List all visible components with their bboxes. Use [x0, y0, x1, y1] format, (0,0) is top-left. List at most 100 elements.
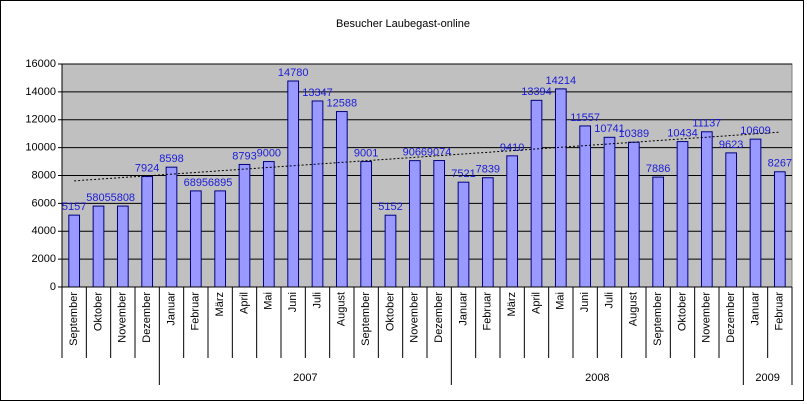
x-tick-label: Dezember [141, 292, 153, 343]
value-label: 7886 [646, 163, 670, 175]
bar [457, 181, 470, 288]
value-label: 8267 [768, 158, 792, 170]
value-label: 14780 [278, 67, 309, 79]
bar [262, 161, 275, 288]
value-label: 14214 [546, 75, 577, 87]
x-tick-label: Januar [749, 292, 761, 326]
bar [627, 141, 640, 288]
x-tick-label: März [214, 292, 226, 316]
value-label: 9001 [354, 147, 378, 159]
bar [238, 163, 251, 288]
bar [287, 80, 300, 288]
value-label: 6895 [208, 177, 232, 189]
bar [530, 99, 543, 288]
value-label: 8793 [232, 150, 256, 162]
value-label: 7924 [135, 162, 159, 174]
x-tick-label: Februar [190, 292, 202, 331]
bar [554, 88, 567, 288]
x-tick-label: Juni [287, 292, 299, 312]
bar [749, 138, 762, 288]
x-tick-label: Juli [603, 292, 615, 309]
bar [506, 155, 519, 288]
x-tick-label: Juni [579, 292, 591, 312]
bar [116, 205, 129, 288]
x-tick-label: Februar [482, 292, 494, 331]
x-tick-label: November [701, 292, 713, 343]
value-label: 9000 [257, 147, 281, 159]
bar [700, 131, 713, 288]
value-label: 12588 [327, 97, 358, 109]
y-tick-label: 12000 [25, 114, 56, 126]
bar [773, 171, 786, 288]
x-tick-label: Februar [774, 292, 786, 331]
value-label: 10741 [594, 123, 625, 135]
x-tick-label: Dezember [725, 292, 737, 343]
value-label: 10434 [667, 127, 698, 139]
value-label: 5157 [62, 201, 86, 213]
bar [92, 205, 105, 288]
y-tick-label: 6000 [32, 197, 56, 209]
bar [603, 136, 616, 288]
value-label: 8598 [159, 153, 183, 165]
bar [384, 214, 397, 288]
year-label: 2007 [293, 372, 317, 384]
value-label: 9066 [403, 147, 427, 159]
x-tick-label: August [628, 292, 640, 326]
value-label: 7839 [476, 164, 500, 176]
bar [335, 111, 348, 288]
value-label: 9074 [427, 146, 451, 158]
year-label: 2008 [585, 372, 609, 384]
value-label: 11557 [570, 112, 600, 124]
x-tick-label: Mai [555, 292, 567, 310]
bar [408, 160, 421, 288]
x-tick-label: August [336, 292, 348, 326]
value-label: 5805 [86, 192, 110, 204]
value-label: 13347 [302, 87, 333, 99]
value-label: 10389 [619, 128, 650, 140]
y-tick-label: 2000 [32, 253, 56, 265]
bar [360, 161, 373, 288]
bar [481, 177, 494, 288]
bar [579, 125, 592, 288]
value-label: 10609 [740, 125, 771, 137]
x-tick-label: April [238, 292, 250, 314]
bar [214, 190, 227, 288]
bar [652, 176, 665, 288]
x-tick-label: Mai [263, 292, 275, 310]
bar [676, 141, 689, 288]
value-label: 5152 [378, 201, 402, 213]
chart-title: Besucher Laubegast-online [336, 18, 470, 30]
bar [725, 152, 738, 288]
y-tick-label: 8000 [32, 169, 56, 181]
value-label: 9410 [500, 142, 524, 154]
value-label: 6895 [184, 177, 208, 189]
y-tick-label: 16000 [25, 58, 56, 70]
year-label: 2009 [755, 372, 779, 384]
value-label: 9623 [719, 139, 743, 151]
bar [165, 166, 178, 288]
x-tick-label: Dezember [433, 292, 445, 343]
y-tick-label: 0 [50, 281, 56, 293]
trendline [74, 131, 780, 182]
x-tick-label: Januar [457, 292, 469, 326]
y-tick-label: 10000 [25, 142, 56, 154]
value-label: 11137 [692, 118, 721, 130]
x-tick-label: September [360, 292, 372, 346]
value-label: 13394 [521, 86, 552, 98]
x-tick-label: November [409, 292, 421, 343]
y-tick-label: 4000 [32, 225, 56, 237]
x-tick-label: Oktober [676, 292, 688, 331]
value-label: 7521 [451, 168, 475, 180]
x-tick-label: November [117, 292, 129, 343]
x-tick-label: Januar [165, 292, 177, 326]
x-tick-label: Oktober [384, 292, 396, 331]
x-tick-label: Juli [311, 292, 323, 309]
bar [311, 100, 324, 288]
x-tick-label: März [506, 292, 518, 316]
bar [141, 176, 154, 288]
x-tick-label: Oktober [92, 292, 104, 331]
bar [433, 160, 446, 288]
y-tick-label: 14000 [25, 86, 56, 98]
bar [68, 214, 81, 288]
